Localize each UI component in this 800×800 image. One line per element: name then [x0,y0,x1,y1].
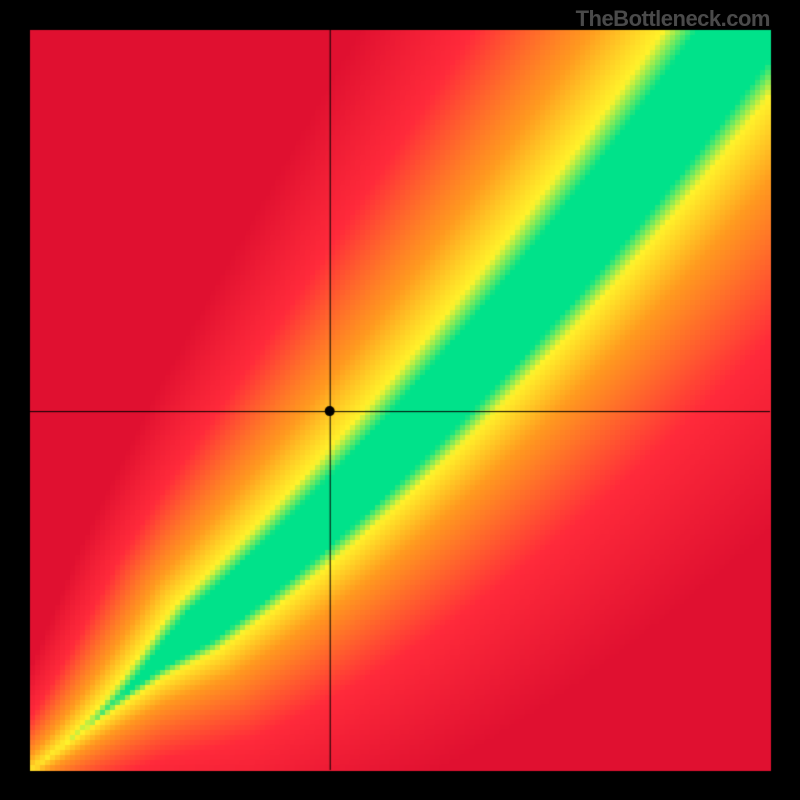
chart-container: TheBottleneck.com [0,0,800,800]
watermark-text: TheBottleneck.com [576,6,770,32]
bottleneck-heatmap [0,0,800,800]
